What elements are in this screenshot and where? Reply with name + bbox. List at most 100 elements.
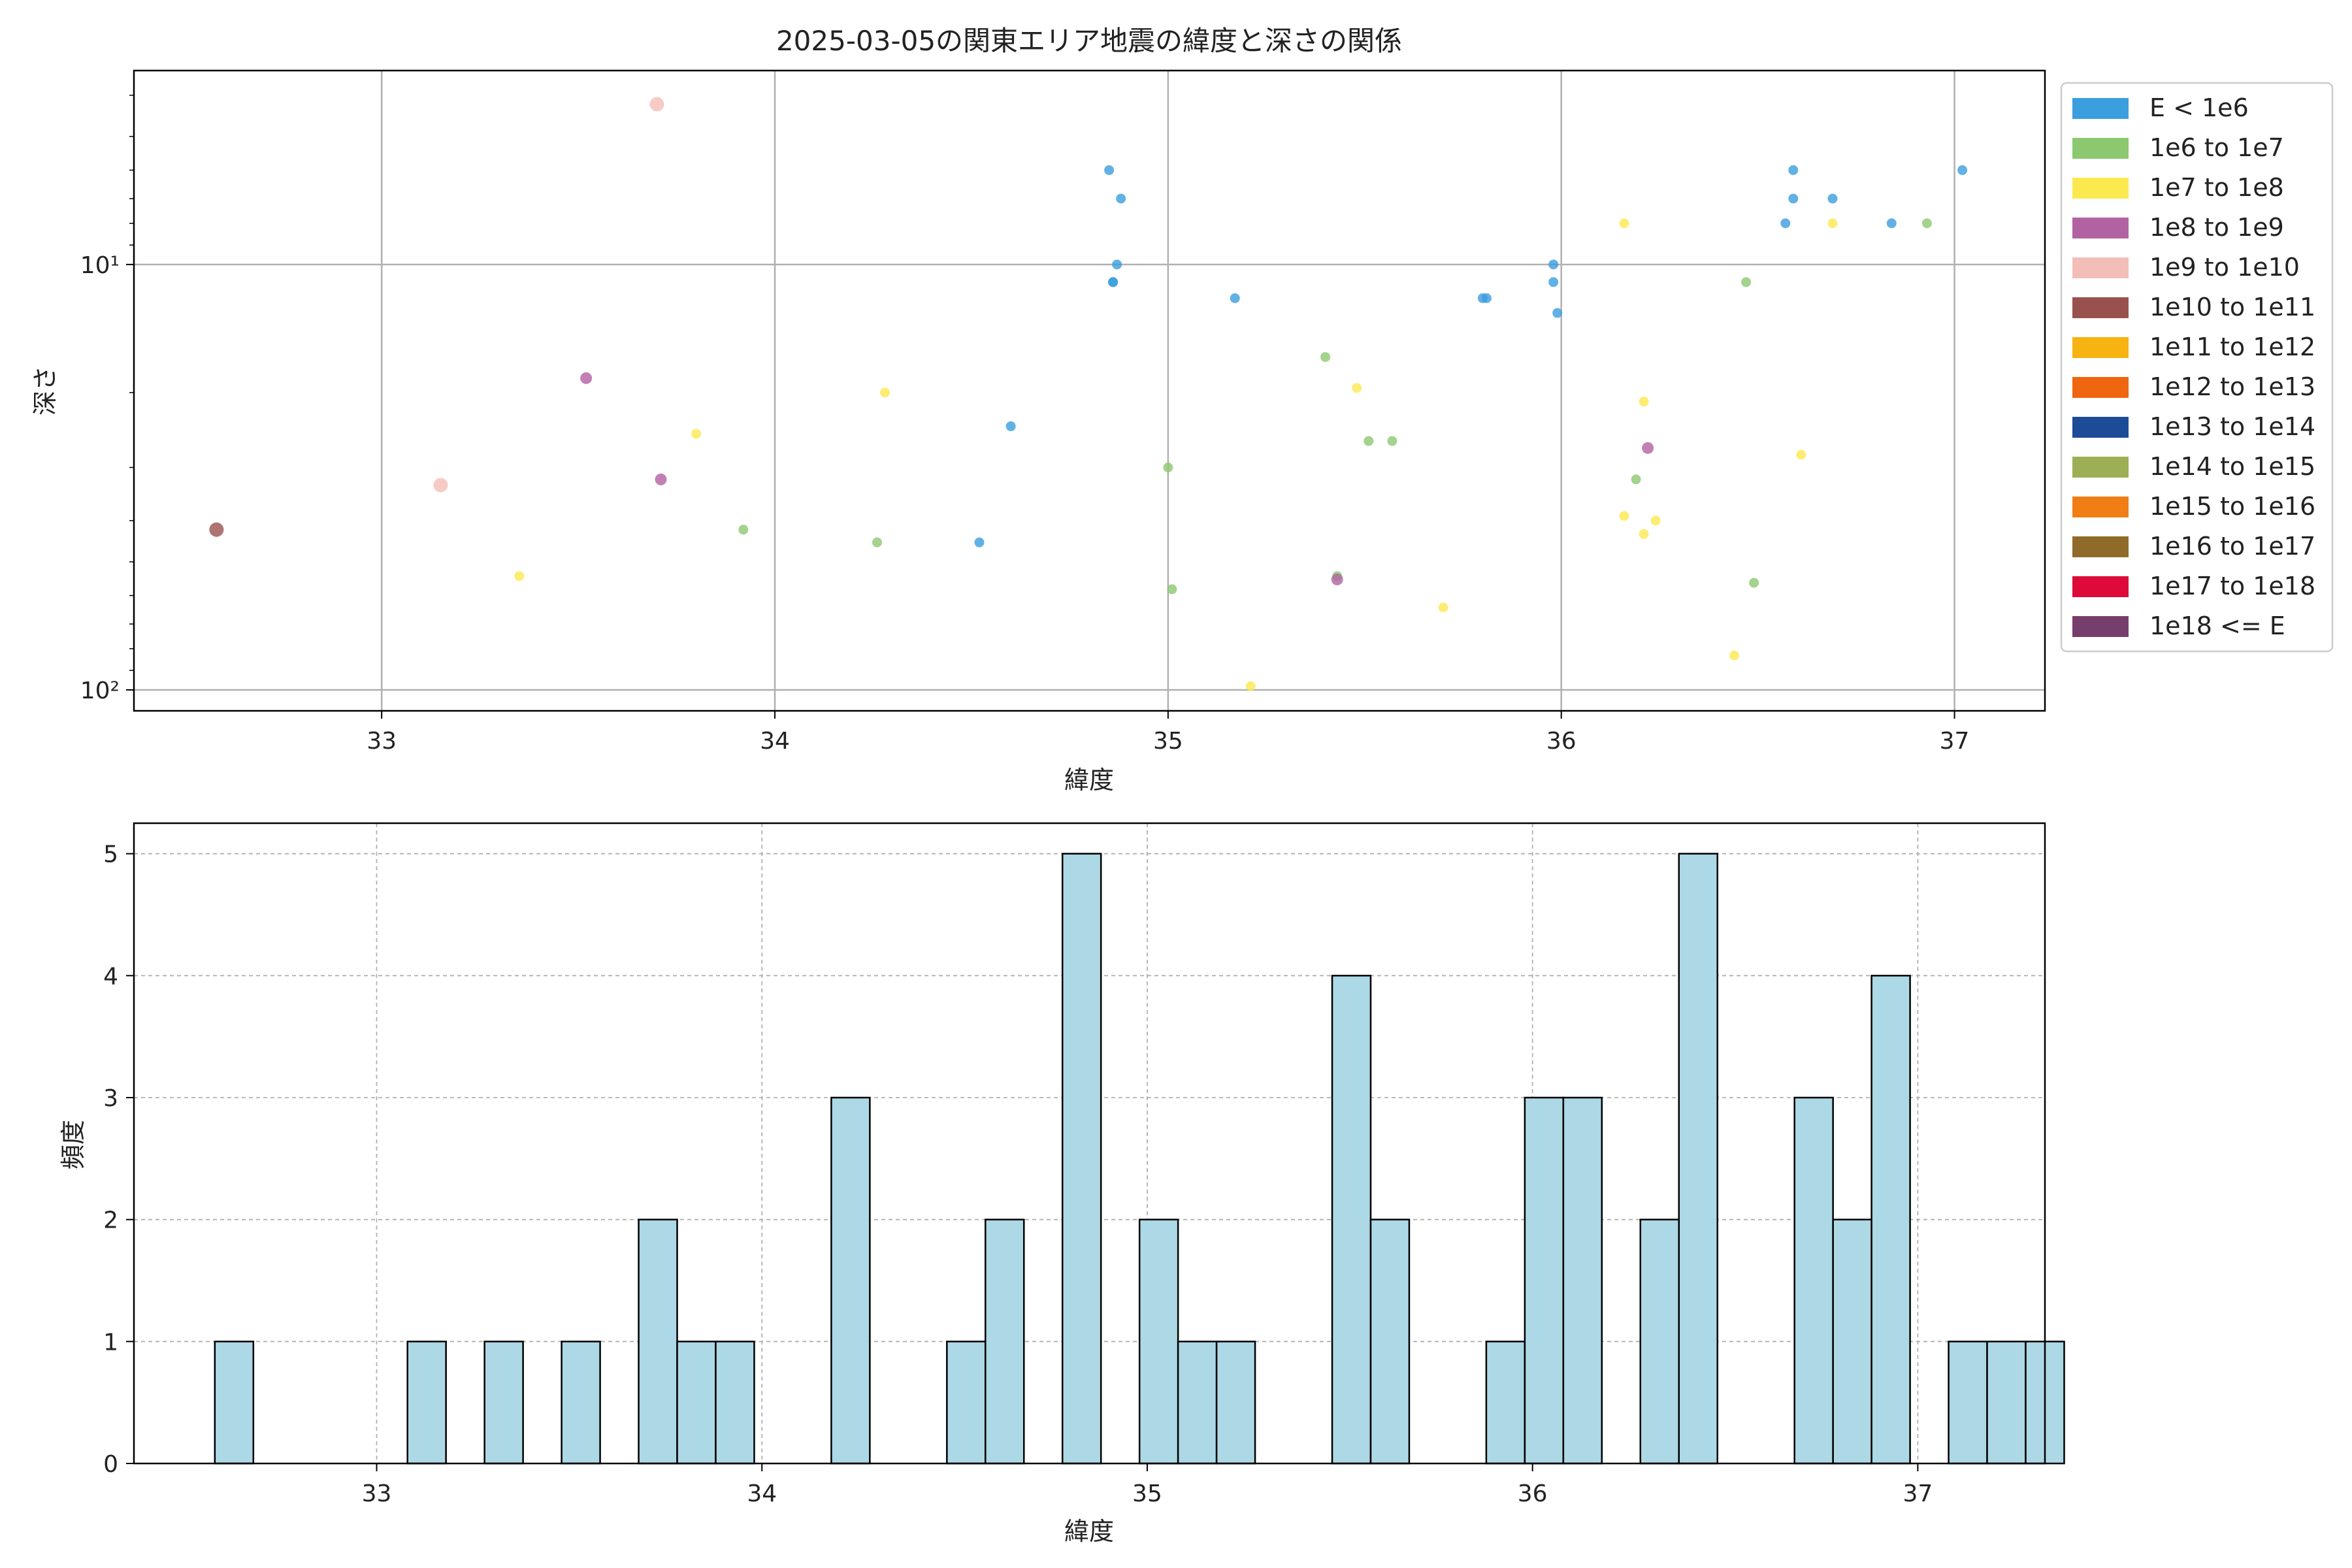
histogram-bar bbox=[1369, 1218, 1411, 1465]
legend-label: 1e13 to 1e14 bbox=[2149, 412, 2315, 441]
histogram-bar bbox=[1986, 1341, 2027, 1465]
histogram-bar bbox=[214, 1341, 255, 1465]
scatter-point bbox=[1639, 397, 1649, 407]
legend-swatch bbox=[2072, 457, 2129, 478]
histogram-bar bbox=[985, 1218, 1025, 1465]
scatter-points bbox=[209, 97, 1968, 691]
legend-label: 1e16 to 1e17 bbox=[2149, 532, 2315, 561]
legend-label: 1e7 to 1e8 bbox=[2149, 173, 2284, 202]
scatter-y-tick-label: 10¹ bbox=[80, 252, 120, 279]
legend-swatch bbox=[2072, 178, 2129, 199]
histogram-y-tick-label: 0 bbox=[103, 1451, 118, 1478]
scatter-point bbox=[1796, 449, 1806, 460]
scatter-y-tick-label: 10² bbox=[80, 678, 120, 704]
scatter-point bbox=[1230, 293, 1240, 303]
scatter-point bbox=[433, 478, 448, 493]
scatter-point bbox=[1352, 383, 1362, 393]
legend-swatch bbox=[2072, 377, 2129, 398]
legend-label: 1e11 to 1e12 bbox=[2149, 333, 2315, 361]
legend-swatch bbox=[2072, 297, 2129, 318]
scatter-x-tick-label: 35 bbox=[1153, 728, 1183, 755]
scatter-point bbox=[1364, 436, 1374, 446]
legend-swatch bbox=[2072, 497, 2129, 517]
scatter-x-tick-label: 36 bbox=[1546, 728, 1576, 755]
scatter-point bbox=[1387, 436, 1397, 446]
scatter-point bbox=[1642, 442, 1654, 454]
histogram-bar bbox=[1138, 1218, 1179, 1465]
histogram-bar bbox=[1331, 975, 1372, 1465]
histogram-bar bbox=[638, 1218, 678, 1465]
legend-swatch bbox=[2072, 138, 2129, 159]
scatter-point bbox=[1788, 165, 1799, 175]
histogram-plot-frame bbox=[133, 822, 2046, 1465]
histogram-bar bbox=[1678, 853, 1718, 1465]
scatter-point bbox=[1481, 293, 1492, 303]
scatter-point bbox=[1749, 578, 1759, 588]
scatter-point bbox=[649, 97, 664, 112]
scatter-point bbox=[1788, 193, 1799, 204]
scatter-plot-frame bbox=[133, 69, 2046, 712]
histogram-bar bbox=[1524, 1096, 1565, 1465]
histogram-bar bbox=[1870, 975, 1911, 1465]
legend-label: 1e8 to 1e9 bbox=[2149, 213, 2284, 242]
scatter-grid bbox=[134, 71, 2045, 711]
scatter-x-tick-label: 34 bbox=[760, 728, 790, 755]
legend-swatch bbox=[2072, 536, 2129, 557]
scatter-point bbox=[1639, 529, 1649, 539]
scatter-point bbox=[1167, 584, 1177, 595]
legend-swatch bbox=[2072, 417, 2129, 438]
legend-label: 1e15 to 1e16 bbox=[2149, 492, 2315, 521]
histogram-x-tick-label: 34 bbox=[747, 1480, 777, 1507]
scatter-point bbox=[1921, 218, 1932, 229]
scatter-point bbox=[514, 571, 525, 581]
scatter-point bbox=[1827, 193, 1838, 204]
scatter-point bbox=[1116, 193, 1126, 204]
scatter-point bbox=[738, 525, 749, 535]
scatter-point bbox=[1650, 515, 1661, 526]
histogram-bar bbox=[483, 1341, 524, 1465]
scatter-point bbox=[1163, 463, 1173, 473]
histogram-bar bbox=[946, 1341, 987, 1465]
histogram-y-tick-label: 3 bbox=[103, 1085, 118, 1112]
legend-swatch bbox=[2072, 218, 2129, 238]
histogram-bar bbox=[1639, 1218, 1680, 1465]
histogram-y-tick-label: 1 bbox=[103, 1329, 118, 1356]
scatter-point bbox=[1104, 165, 1115, 175]
histogram-x-axis-label: 緯度 bbox=[1064, 1517, 1114, 1546]
scatter-point bbox=[1108, 277, 1119, 287]
scatter-point bbox=[1552, 308, 1563, 318]
scatter-point bbox=[1331, 573, 1343, 585]
scatter-y-axis-label: 深さ bbox=[31, 366, 59, 416]
histogram-bar bbox=[676, 1341, 717, 1465]
histogram-bar bbox=[1793, 1096, 1834, 1465]
scatter-x-tick-label: 33 bbox=[367, 728, 397, 755]
legend: E < 1e6 1e6 to 1e7 1e7 to 1e8 1e8 to 1e9 1e9… bbox=[2060, 82, 2334, 653]
histogram-y-axis-label: 頻度 bbox=[59, 1120, 88, 1169]
scatter-point bbox=[872, 537, 882, 547]
histogram-bar bbox=[561, 1341, 601, 1465]
histogram-bar bbox=[1177, 1341, 1218, 1465]
scatter-point bbox=[1741, 277, 1752, 287]
histogram-y-tick-label: 4 bbox=[103, 963, 118, 990]
legend-label: 1e6 to 1e7 bbox=[2149, 133, 2284, 162]
histogram-bar bbox=[1832, 1218, 1872, 1465]
histogram-x-tick-label: 37 bbox=[1903, 1480, 1933, 1507]
scatter-point bbox=[1886, 218, 1897, 229]
legend-label: 1e9 to 1e10 bbox=[2149, 253, 2300, 282]
histogram-bar bbox=[715, 1341, 755, 1465]
legend-label: 1e18 <= E bbox=[2149, 612, 2285, 640]
scatter-point bbox=[1619, 218, 1629, 229]
scatter-point bbox=[1729, 650, 1740, 661]
legend-swatch bbox=[2072, 576, 2129, 597]
scatter-x-tick-label: 37 bbox=[1940, 728, 1970, 755]
histogram-bar bbox=[1562, 1096, 1603, 1465]
histogram-bar bbox=[830, 1096, 871, 1465]
histogram-x-tick-label: 35 bbox=[1132, 1480, 1162, 1507]
scatter-point bbox=[1548, 277, 1559, 287]
scatter-point bbox=[974, 537, 985, 547]
histogram-bar bbox=[406, 1341, 447, 1465]
scatter-point bbox=[1005, 421, 1016, 431]
legend-swatch bbox=[2072, 337, 2129, 358]
scatter-point bbox=[655, 473, 667, 485]
